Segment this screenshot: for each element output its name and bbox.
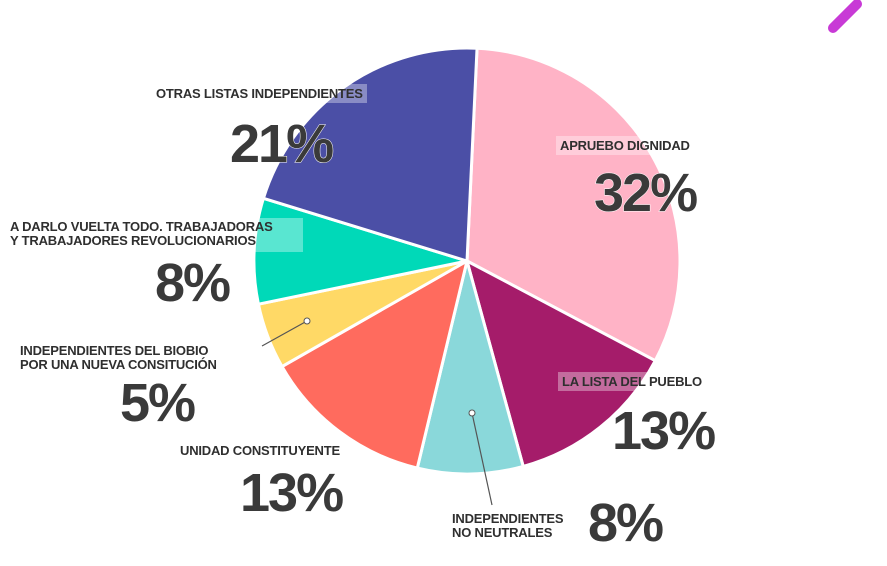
pct-no-neutrales: 8% xyxy=(587,493,664,553)
pie-slice-1 xyxy=(465,259,657,468)
pie-slice-6 xyxy=(261,46,479,263)
pie-slices xyxy=(252,46,682,476)
label-unidad-constituyente: UNIDAD CONSTITUYENTE xyxy=(176,441,344,460)
pct-otras-listas: 21% xyxy=(229,114,334,174)
label-apruebo-dignidad: APRUEBO DIGNIDAD xyxy=(556,136,694,155)
pie-slice-2 xyxy=(415,259,525,476)
pct-la-lista-del-pueblo: 13% xyxy=(611,401,716,461)
label-otras-listas: OTRAS LISTAS INDEPENDIENTES xyxy=(152,84,367,103)
leader-line-no-neutrales xyxy=(468,409,493,506)
pie-slice-0 xyxy=(465,46,682,363)
label-no-neutrales: INDEPENDIENTES NO NEUTRALES xyxy=(452,511,564,540)
pct-a-darlo-vuelta: 8% xyxy=(154,253,231,313)
pct-apruebo-dignidad: 32% xyxy=(593,163,698,223)
leader-line-biobio xyxy=(261,317,311,347)
label-la-lista-del-pueblo: LA LISTA DEL PUEBLO xyxy=(558,372,706,391)
pct-unidad-constituyente: 13% xyxy=(239,463,344,523)
pie-slice-5 xyxy=(252,196,469,306)
pie-slice-3 xyxy=(280,259,469,470)
label-a-darlo-vuelta: A DARLO VUELTA TODO. TRABAJADORAS Y TRAB… xyxy=(6,218,303,252)
label-biobio: INDEPENDIENTES DEL BIOBIO POR UNA NUEVA … xyxy=(20,343,217,372)
pct-biobio: 5% xyxy=(119,373,196,433)
